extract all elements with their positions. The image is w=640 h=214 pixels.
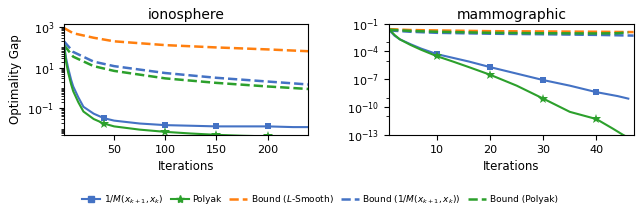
Title: ionosphere: ionosphere [148, 8, 225, 22]
Y-axis label: Optimality Gap: Optimality Gap [9, 34, 22, 124]
X-axis label: Iterations: Iterations [483, 160, 540, 173]
X-axis label: Iterations: Iterations [158, 160, 214, 173]
Title: mammographic: mammographic [456, 8, 566, 22]
Legend: $1/M(x_{k+1},x_k)$, Polyak, Bound ($L$-Smooth), Bound ($1/M(x_{k+1},x_k)$), Boun: $1/M(x_{k+1},x_k)$, Polyak, Bound ($L$-S… [79, 190, 561, 210]
